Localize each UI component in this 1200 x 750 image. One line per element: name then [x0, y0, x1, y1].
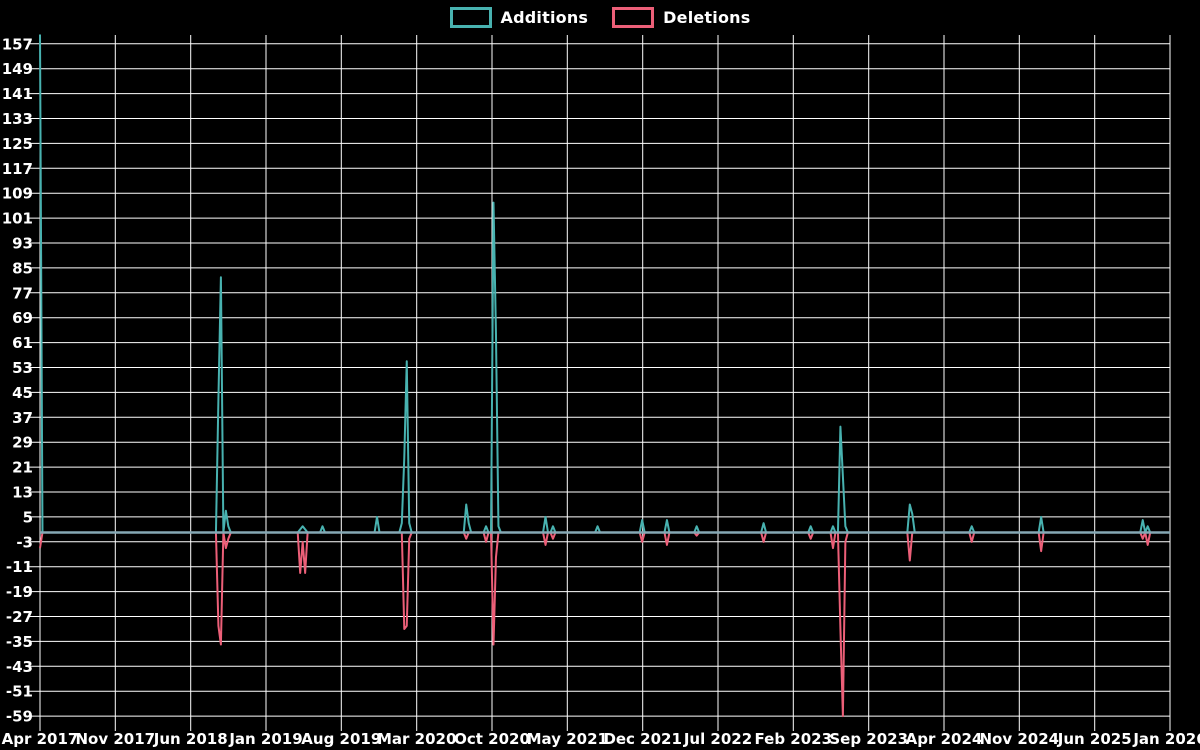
y-tick-label: 125	[2, 135, 33, 153]
x-tick-label: Feb 2023	[755, 730, 833, 748]
y-tick-label: 45	[12, 384, 33, 402]
x-tick-label: Oct 2020	[454, 730, 530, 748]
y-tick-label: 149	[2, 60, 33, 78]
x-tick-label: Nov 2024	[979, 730, 1059, 748]
y-tick-label: 13	[12, 484, 33, 502]
y-tick-label: -11	[6, 558, 33, 576]
y-tick-label: -27	[6, 608, 33, 626]
y-tick-label: 85	[12, 259, 33, 277]
y-tick-label: -59	[6, 708, 33, 726]
y-tick-label: 21	[12, 459, 33, 477]
y-tick-label: 29	[12, 434, 33, 452]
deletions-line	[39, 531, 1170, 718]
y-tick-label: 5	[23, 508, 33, 526]
x-tick-label: Dec 2021	[603, 730, 682, 748]
x-tick-label: Jun 2018	[153, 730, 228, 748]
y-tick-label: 77	[12, 284, 33, 302]
legend-label-additions: Additions	[500, 8, 589, 27]
additions-swatch-icon	[449, 7, 492, 28]
y-tick-label: 37	[12, 409, 33, 427]
legend-item-additions[interactable]: Additions	[449, 7, 589, 28]
x-tick-label: Apr 2024	[906, 730, 983, 748]
y-tick-label: -3	[16, 533, 33, 551]
x-tick-label: May 2021	[527, 730, 608, 748]
y-tick-label: 53	[12, 359, 33, 377]
y-tick-label: -51	[6, 683, 33, 701]
x-tick-label: Aug 2019	[301, 730, 381, 748]
x-tick-label: Nov 2017	[75, 730, 155, 748]
x-tick-label: Jun 2025	[1057, 730, 1132, 748]
x-tick-label: Jan 2026	[1132, 730, 1200, 748]
legend-label-deletions: Deletions	[663, 8, 751, 27]
y-tick-label: -35	[6, 633, 33, 651]
deletions-swatch-icon	[612, 7, 655, 28]
y-tick-label: 61	[12, 334, 33, 352]
y-tick-label: 141	[2, 85, 33, 103]
y-tick-label: -43	[6, 658, 33, 676]
x-tick-label: Mar 2020	[377, 730, 456, 748]
additions-line	[39, 34, 1170, 534]
chart-legend: Additions Deletions	[0, 7, 1200, 28]
x-tick-label: Jan 2019	[228, 730, 302, 748]
y-tick-label: 101	[2, 210, 33, 228]
y-tick-label: 109	[2, 185, 33, 203]
x-tick-label: Apr 2017	[2, 730, 79, 748]
x-tick-label: Jul 2022	[683, 730, 752, 748]
y-tick-label: 157	[2, 35, 33, 53]
legend-item-deletions[interactable]: Deletions	[612, 7, 750, 28]
y-tick-label: 93	[12, 235, 33, 253]
y-tick-label: 69	[12, 309, 33, 327]
y-tick-label: -19	[6, 583, 33, 601]
y-tick-label: 133	[2, 110, 33, 128]
y-tick-label: 117	[2, 160, 33, 178]
x-tick-label: Sep 2023	[829, 730, 908, 748]
